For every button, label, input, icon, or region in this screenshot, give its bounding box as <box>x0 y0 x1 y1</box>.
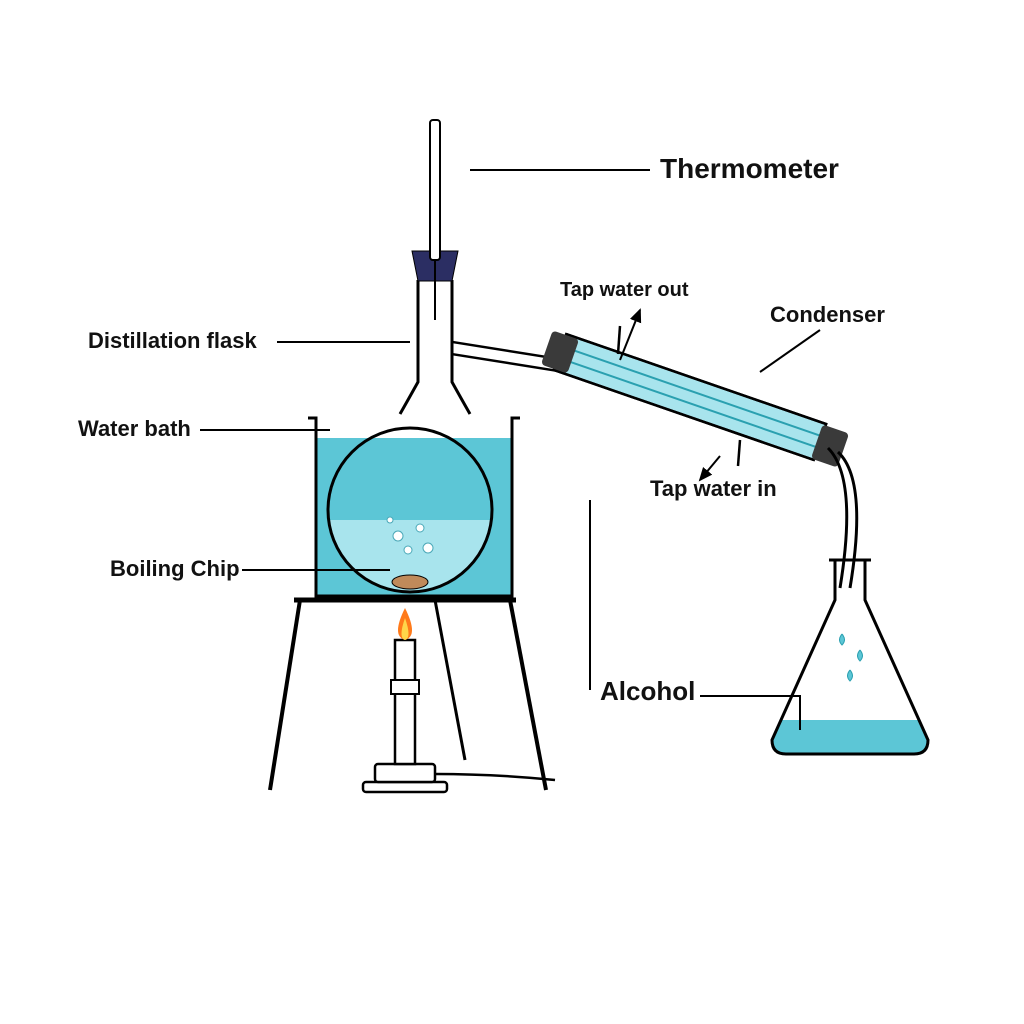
label-distillation: Distillation flask <box>88 328 257 353</box>
bubble <box>387 517 393 523</box>
bubble <box>404 546 412 554</box>
collected-alcohol <box>700 720 1020 754</box>
label-boiling_chip: Boiling Chip <box>110 556 240 581</box>
gas-hose <box>435 774 555 780</box>
label-water_bath: Water bath <box>78 416 191 441</box>
condenser-water-out <box>618 326 620 354</box>
bubble <box>393 531 403 541</box>
arrow-tap_water_out <box>620 310 640 360</box>
label-tap_water_out: Tap water out <box>560 279 689 301</box>
condenser <box>541 326 849 468</box>
bubble <box>416 524 424 532</box>
condenser-jacket <box>554 334 826 460</box>
condenser-water-in <box>738 440 740 466</box>
burner-base <box>363 782 447 792</box>
label-condenser: Condenser <box>770 302 885 327</box>
thermometer <box>430 120 440 320</box>
distillation-diagram: Thermometer Distillation flask Water bath B… <box>0 0 1024 1024</box>
delivery-tube <box>828 448 857 588</box>
label-tap_water_in: Tap water in <box>650 476 777 501</box>
collecting-flask <box>700 560 1020 754</box>
bunsen-burner <box>363 608 555 792</box>
leader-condenser <box>760 330 820 372</box>
label-alcohol: Alcohol <box>600 676 695 706</box>
label-thermometer: Thermometer <box>660 153 839 184</box>
boiling-chip <box>392 575 428 589</box>
burner-tube <box>395 640 415 764</box>
alcohol-drops <box>840 634 863 681</box>
bubble <box>423 543 433 553</box>
